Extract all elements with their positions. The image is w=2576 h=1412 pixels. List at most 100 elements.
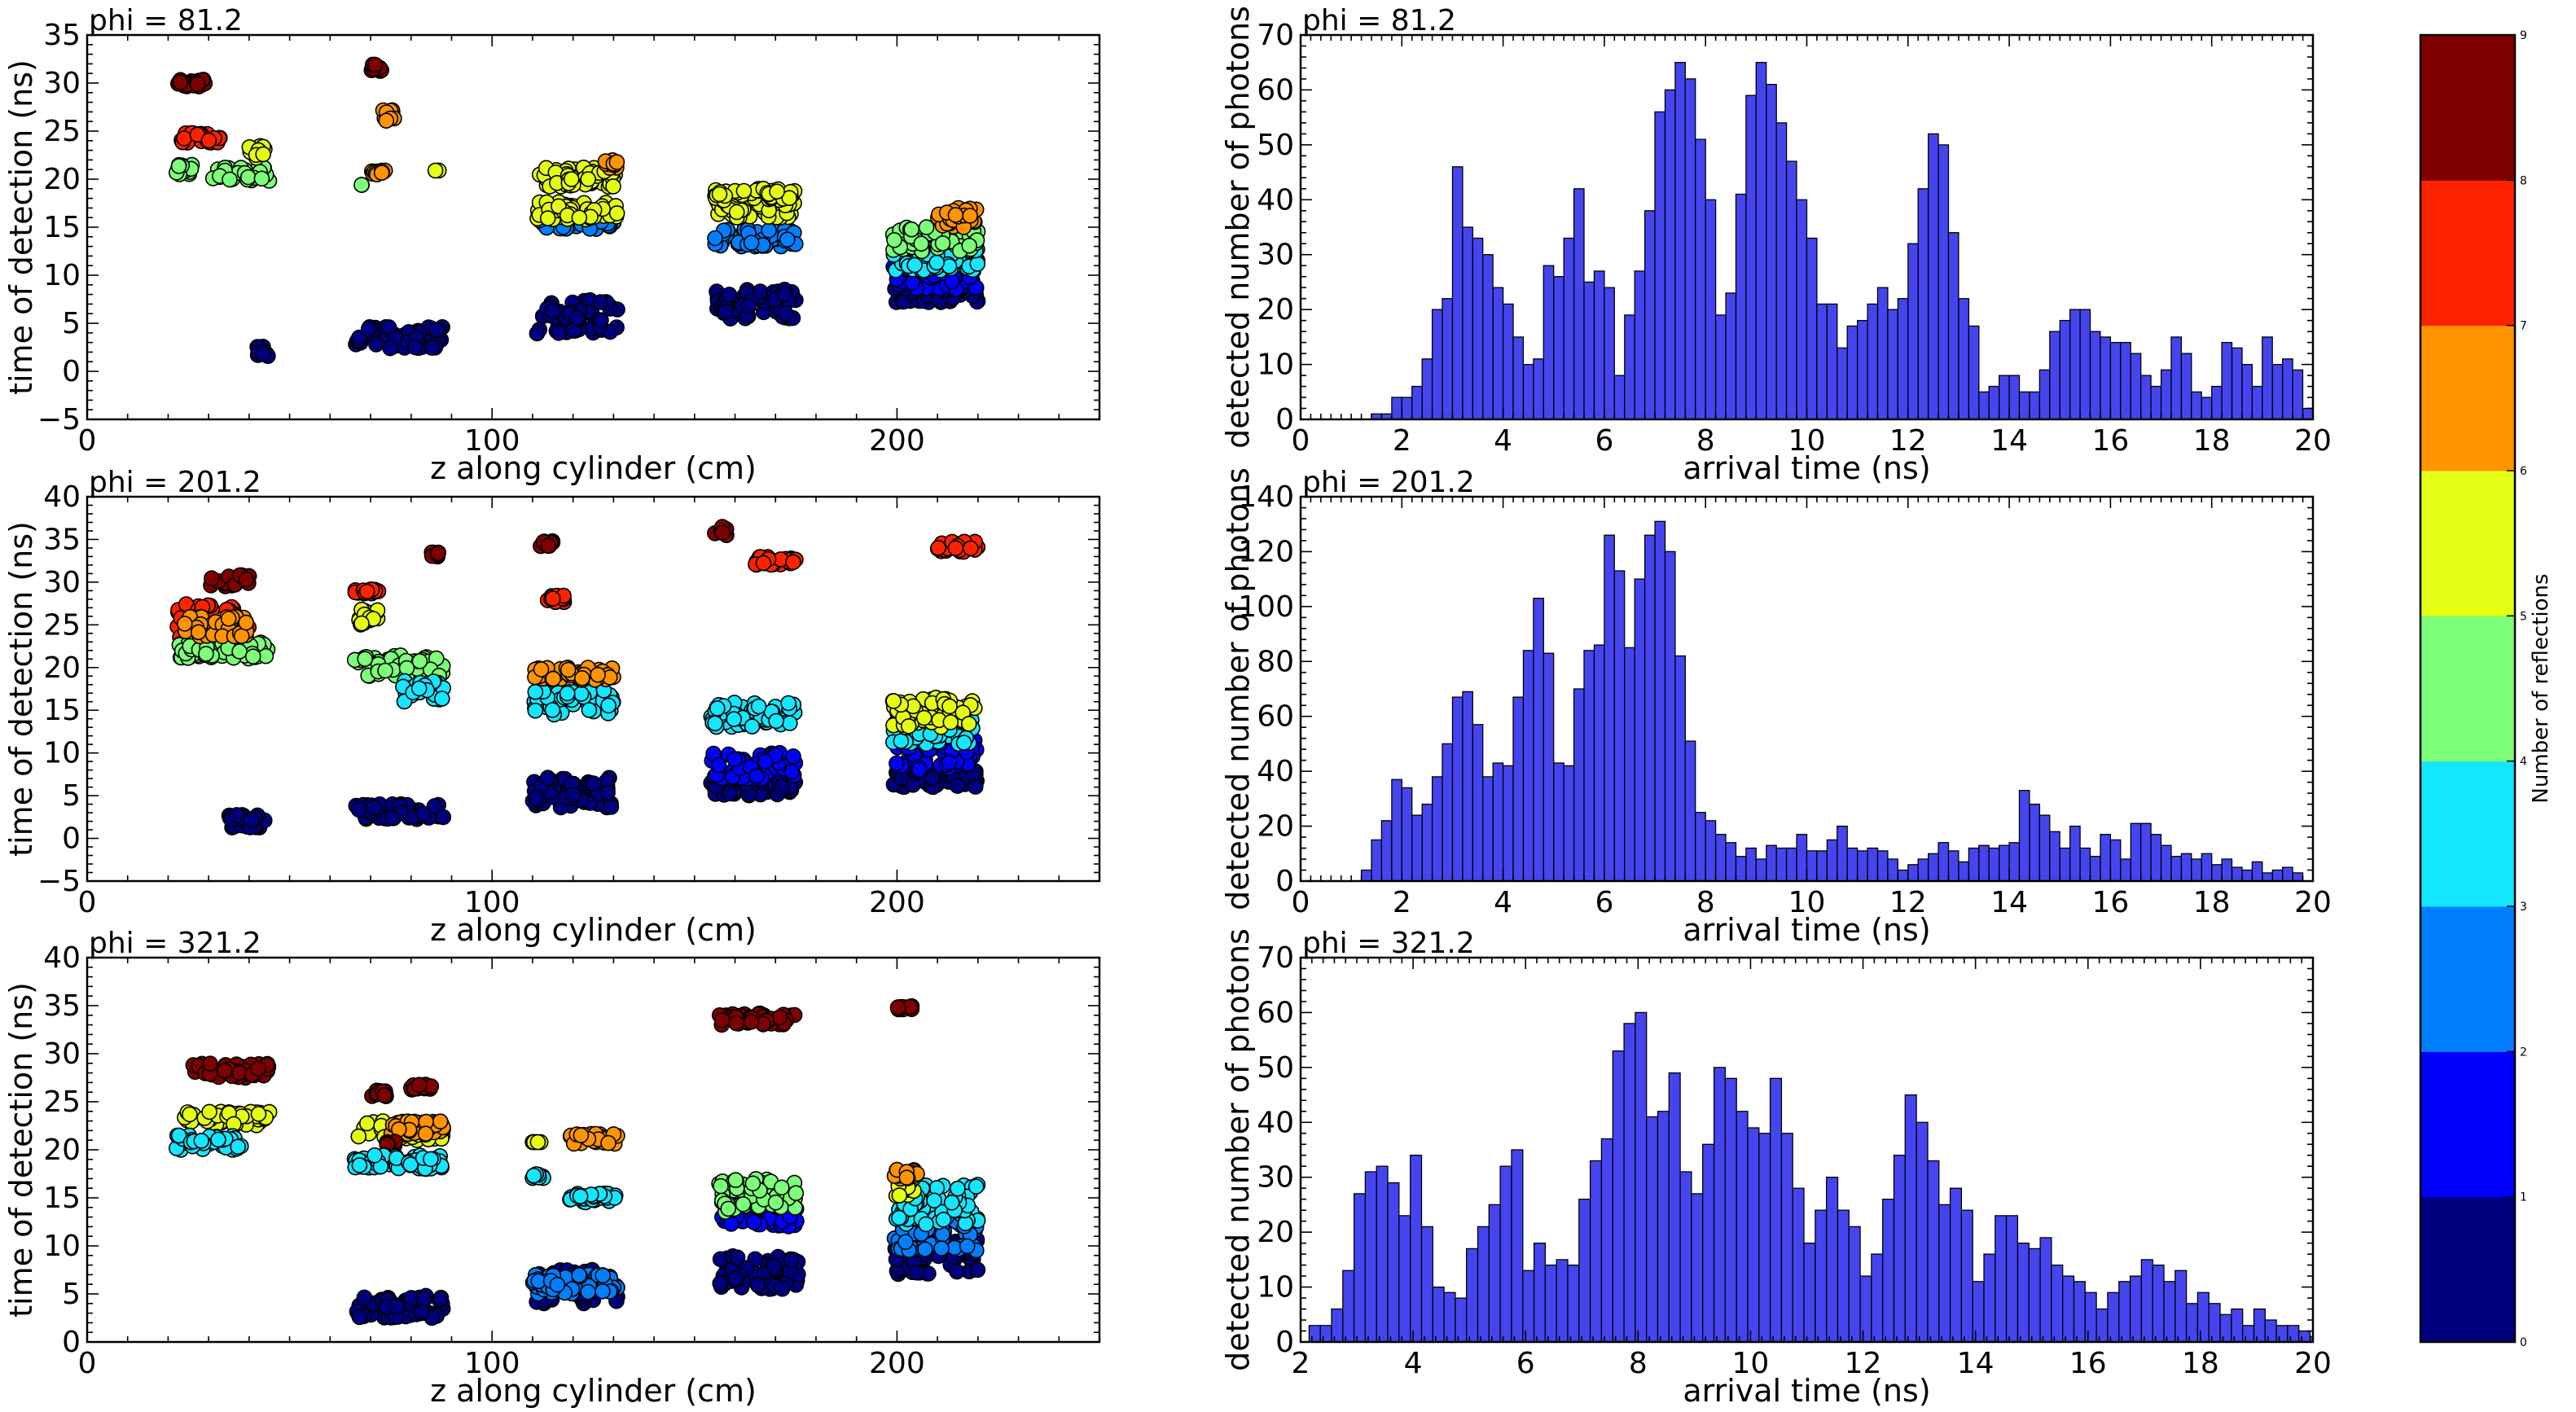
histogram-bar bbox=[1755, 858, 1767, 881]
x-tick-label: 8 bbox=[1696, 424, 1715, 458]
y-tick-label: 5 bbox=[62, 779, 81, 813]
y-axis-label: time of detection (ns) bbox=[3, 59, 39, 395]
scatter-point bbox=[906, 257, 923, 274]
histogram-bar bbox=[2201, 397, 2213, 419]
y-tick-label: 70 bbox=[1257, 941, 1294, 975]
scatter-point bbox=[781, 715, 798, 731]
scatter-point bbox=[726, 711, 743, 727]
histogram-bar bbox=[1543, 265, 1555, 419]
y-tick-label: 0 bbox=[1275, 1326, 1294, 1359]
histogram-bar bbox=[2028, 1248, 2041, 1342]
plot-area bbox=[1360, 520, 2304, 881]
scatter-point bbox=[961, 237, 977, 254]
scatter-point bbox=[710, 756, 727, 774]
histogram-bar bbox=[2079, 309, 2091, 419]
colorbar-tick-label: 1 bbox=[2520, 1191, 2527, 1204]
y-axis-label: time of detection (ns) bbox=[3, 521, 39, 857]
histogram-bar bbox=[1714, 314, 1727, 419]
scatter-point bbox=[773, 778, 790, 796]
histogram-bar bbox=[1502, 303, 1514, 419]
x-tick-label: 14 bbox=[1957, 1347, 1995, 1380]
histogram-bar bbox=[1859, 1275, 1872, 1342]
histogram-bar bbox=[1589, 1160, 1603, 1342]
histogram-bar bbox=[2059, 319, 2071, 419]
scatter-point bbox=[250, 1106, 267, 1122]
histogram-bar bbox=[1745, 94, 1757, 419]
scatter-point bbox=[564, 787, 581, 803]
y-tick-label: 0 bbox=[62, 355, 81, 388]
histogram-bar bbox=[1376, 1165, 1389, 1342]
histogram-bar bbox=[1897, 298, 1909, 419]
scatter-point bbox=[198, 646, 214, 662]
x-tick-label: 16 bbox=[2091, 886, 2129, 919]
scatter-point bbox=[170, 1127, 187, 1144]
x-tick-label: 14 bbox=[1990, 424, 2028, 458]
scatter-point bbox=[783, 764, 800, 780]
histogram-bar bbox=[1735, 193, 1747, 419]
histogram-bar bbox=[1380, 820, 1393, 881]
histogram-bar bbox=[2271, 363, 2284, 419]
scatter-point bbox=[573, 686, 590, 702]
scatter-point bbox=[586, 775, 602, 792]
scatter-point bbox=[358, 583, 375, 600]
x-tick-label: 100 bbox=[464, 886, 520, 919]
scatter-point bbox=[898, 1169, 915, 1186]
histogram-bar bbox=[1391, 778, 1402, 881]
scatter-point bbox=[551, 324, 567, 341]
scatter-point bbox=[726, 751, 744, 768]
histogram-bar bbox=[2231, 1308, 2244, 1342]
histogram-bar bbox=[1387, 1182, 1400, 1342]
y-tick-label: 140 bbox=[1238, 480, 1294, 514]
scatter-point bbox=[559, 685, 576, 702]
scatter-point bbox=[432, 1113, 449, 1129]
y-tick-label: 100 bbox=[1238, 590, 1294, 624]
histogram-bar bbox=[2152, 1264, 2165, 1342]
histogram-bar bbox=[1871, 1253, 1884, 1342]
scatter-point bbox=[895, 293, 911, 310]
histogram-bar bbox=[1533, 358, 1544, 419]
histogram-bar bbox=[1643, 210, 1656, 419]
scatter-point bbox=[533, 661, 550, 677]
histogram-bar bbox=[1583, 650, 1595, 881]
scatter-point bbox=[433, 691, 450, 707]
histogram-bar bbox=[1533, 1242, 1547, 1342]
scatter-point bbox=[410, 680, 428, 697]
histogram-bar bbox=[2374, 392, 2384, 419]
y-tick-label: 60 bbox=[1257, 996, 1294, 1029]
x-tick-label: 6 bbox=[1595, 886, 1613, 919]
histogram-bar bbox=[1492, 762, 1504, 881]
colorbar-tick-label: 2 bbox=[2520, 1046, 2527, 1059]
histogram-bar bbox=[1917, 188, 1929, 419]
histogram-bar bbox=[1411, 385, 1423, 419]
y-tick-label: 30 bbox=[43, 1037, 81, 1071]
histogram-bar bbox=[1600, 1138, 1613, 1342]
histogram-bar bbox=[2323, 392, 2332, 419]
scatter-point bbox=[908, 1264, 925, 1281]
x-axis-label: z along cylinder (cm) bbox=[430, 912, 757, 948]
y-tick-label: 60 bbox=[1257, 700, 1294, 734]
scatter-point bbox=[182, 1106, 198, 1123]
panel-title: phi = 321.2 bbox=[1302, 927, 1475, 960]
scatter-point bbox=[388, 1298, 406, 1315]
scatter-point bbox=[527, 683, 544, 700]
histogram-bar bbox=[1735, 856, 1747, 881]
histogram-bar bbox=[1308, 1325, 1321, 1342]
y-tick-label: 50 bbox=[1257, 1051, 1294, 1085]
histogram-bar bbox=[1947, 850, 1959, 881]
histogram-bar bbox=[1462, 691, 1473, 881]
scatter-point bbox=[917, 1241, 933, 1257]
histogram-bar bbox=[2109, 839, 2122, 881]
histogram-bar bbox=[1634, 578, 1646, 881]
histogram-bar bbox=[1451, 696, 1464, 881]
histogram-bar bbox=[2140, 822, 2152, 881]
histogram-bar bbox=[2292, 872, 2304, 881]
y-tick-label: 15 bbox=[43, 211, 81, 244]
y-tick-label: 30 bbox=[43, 67, 81, 100]
scatter-point bbox=[930, 539, 946, 556]
y-axis-label: detected number of photons bbox=[1220, 467, 1256, 910]
x-axis-label: arrival time (ns) bbox=[1683, 450, 1930, 486]
histogram-bar bbox=[1466, 1248, 1479, 1342]
scatter-point bbox=[216, 1063, 233, 1079]
y-tick-label: 10 bbox=[1257, 1271, 1294, 1305]
scatter-point bbox=[788, 1185, 805, 1201]
